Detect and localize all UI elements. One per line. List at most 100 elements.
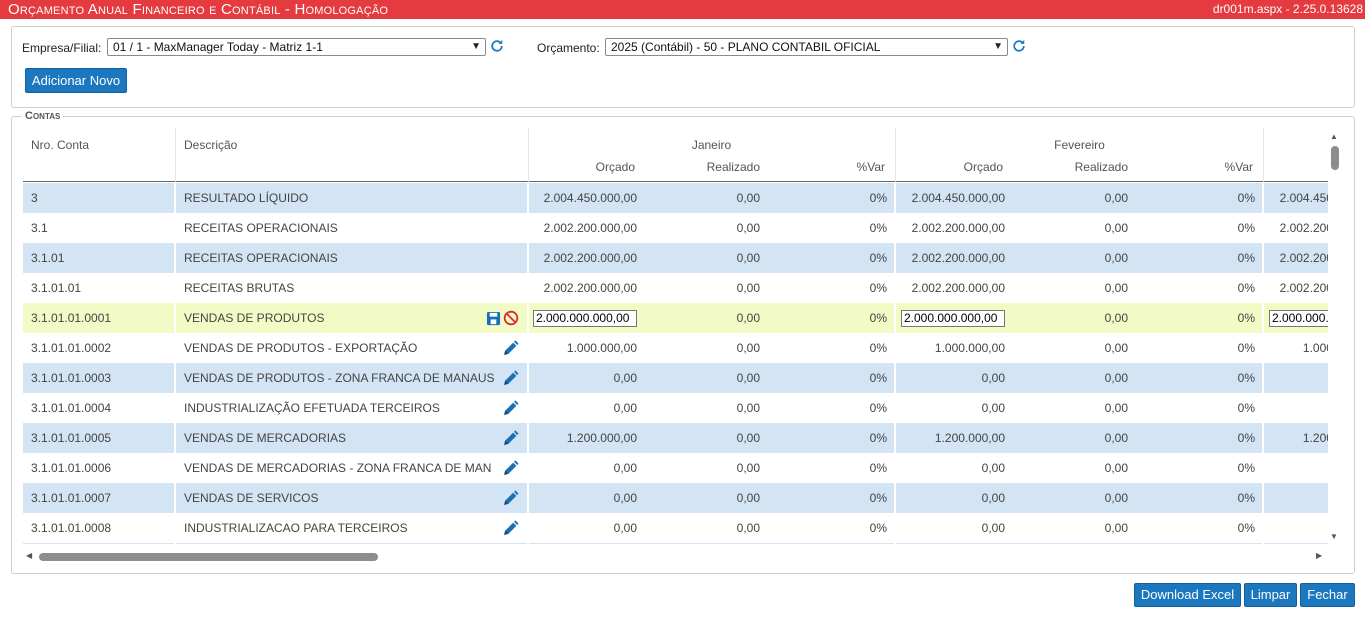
account-description: VENDAS DE SERVICOS [184, 491, 319, 505]
col-divider [174, 543, 176, 544]
pencil-edit-icon[interactable] [502, 490, 519, 507]
table-row[interactable]: 3.1.01.01.0002 VENDAS DE PRODUTOS - EXPOR… [23, 333, 1328, 363]
fevereiro-var-value: 0% [1237, 491, 1255, 505]
empresa-select[interactable]: 01 / 1 - MaxManager Today - Matriz 1-1 ▼ [107, 38, 486, 56]
chevron-down-icon: ▼ [993, 41, 1003, 52]
fevereiro-realizado-value: 0,00 [1104, 521, 1128, 535]
table-row[interactable]: 3.1.01.01 RECEITAS BRUTAS 2.002.200.000,00… [23, 273, 1328, 303]
orcamento-select[interactable]: 2025 (Contábil) - 50 - PLANO CONTABIL OF… [605, 38, 1008, 56]
col-divider [894, 183, 896, 213]
add-new-button[interactable]: Adicionar Novo [25, 68, 127, 93]
marco-orcado-value: 0,00 [1264, 513, 1328, 543]
fevereiro-orcado-input[interactable]: 2.000.000.000,00 [901, 310, 1005, 327]
janeiro-orcado-value: 0,00 [613, 521, 637, 535]
marco-orcado-value: 2.002.200.000,00 [1279, 251, 1328, 265]
fevereiro-orcado-value: 0,00 [981, 401, 1005, 415]
fevereiro-realizado-value: 0,00 [1104, 491, 1128, 505]
scroll-down-icon[interactable]: ▼ [1330, 532, 1338, 541]
download-excel-button[interactable]: Download Excel [1134, 583, 1241, 607]
pencil-edit-icon[interactable] [502, 370, 519, 387]
empresa-label: Empresa/Filial: [22, 41, 102, 55]
janeiro-realizado-value: 0,00 [736, 341, 760, 355]
account-number: 3.1.01.01.0005 [31, 431, 112, 445]
sub-orcado-header: Orçado [595, 160, 635, 174]
table-row[interactable]: 3 RESULTADO LÍQUIDO 2.004.450.000,00 2.004.… [23, 183, 1328, 213]
grid-header: Nro. Conta Descrição Janeiro Fevereiro O… [23, 128, 1328, 182]
col-divider [894, 363, 896, 393]
col-divider [894, 273, 896, 303]
marco-orcado-value: 0,00 [1264, 483, 1328, 513]
fevereiro-realizado-value: 0,00 [1104, 341, 1128, 355]
horizontal-scroll-thumb[interactable] [39, 553, 378, 561]
scroll-left-icon[interactable]: ◀ [26, 551, 33, 560]
horizontal-scrollbar[interactable]: ◀ ▶ [23, 549, 1328, 563]
janeiro-orcado-value: 1.200.000,00 [566, 431, 637, 445]
fevereiro-var-value: 0% [1237, 281, 1255, 295]
vertical-scroll-thumb[interactable] [1331, 146, 1339, 170]
col-divider [528, 128, 529, 182]
table-row[interactable] [23, 543, 1328, 544]
col-divider [174, 513, 176, 543]
janeiro-orcado-value: 0,00 [613, 401, 637, 415]
janeiro-orcado-value: 2.002.200.000,00 [543, 221, 637, 235]
refresh-empresa-icon[interactable] [489, 39, 505, 55]
table-row[interactable]: 3.1.01.01.0005 VENDAS DE MERCADORIAS 1.200… [23, 423, 1328, 453]
month-fevereiro-header: Fevereiro [1054, 138, 1105, 152]
fechar-button[interactable]: Fechar [1300, 583, 1355, 607]
col-nro-header[interactable]: Nro. Conta [31, 138, 90, 152]
limpar-button[interactable]: Limpar [1244, 583, 1297, 607]
janeiro-orcado-value: 2.004.450.000,00 [543, 191, 637, 205]
cancel-icon[interactable] [503, 310, 520, 327]
account-description: RECEITAS OPERACIONAIS [184, 251, 338, 265]
janeiro-realizado-value: 0,00 [736, 281, 760, 295]
scroll-right-icon[interactable]: ▶ [1316, 551, 1323, 560]
col-divider [1262, 483, 1264, 513]
table-row[interactable]: 3.1.01 RECEITAS OPERACIONAIS 2.002.200.000… [23, 243, 1328, 273]
col-divider [527, 393, 529, 423]
accounts-grid: Nro. Conta Descrição Janeiro Fevereiro O… [23, 128, 1328, 544]
col-desc-header[interactable]: Descrição [184, 138, 238, 152]
account-number: 3.1.01.01.0006 [31, 461, 112, 475]
marco-orcado-value: 1.200.000,00 [1302, 431, 1328, 445]
janeiro-realizado-value: 0,00 [736, 401, 760, 415]
col-divider [174, 273, 176, 303]
pencil-edit-icon[interactable] [502, 460, 519, 477]
fevereiro-var-value: 0% [1237, 431, 1255, 445]
col-divider [174, 183, 176, 213]
refresh-orcamento-icon[interactable] [1011, 39, 1027, 55]
col-divider [175, 128, 176, 182]
fevereiro-orcado-value: 0,00 [981, 521, 1005, 535]
fevereiro-orcado-value: 2.002.200.000,00 [911, 251, 1005, 265]
table-row[interactable]: 3.1.01.01.0004 INDUSTRIALIZAÇÃO EFETUADA … [23, 393, 1328, 423]
pencil-edit-icon[interactable] [502, 520, 519, 537]
fevereiro-var-value: 0% [1237, 401, 1255, 415]
marco-orcado-value: 2.002.200.000,00 [1279, 281, 1328, 295]
pencil-edit-icon[interactable] [502, 340, 519, 357]
account-number: 3.1.01.01.0003 [31, 371, 112, 385]
marco-orcado-input[interactable]: 2.000.000.000,00 [1269, 310, 1328, 327]
janeiro-var-value: 0% [869, 431, 887, 445]
table-row[interactable]: 3.1.01.01.0001 VENDAS DE PRODUTOS 2.000.00… [23, 303, 1328, 333]
table-row[interactable]: 3.1.01.01.0006 VENDAS DE MERCADORIAS - ZO… [23, 453, 1328, 483]
marco-orcado-value [1264, 543, 1328, 544]
fevereiro-orcado-value: 0,00 [981, 461, 1005, 475]
save-icon[interactable] [486, 311, 503, 328]
col-divider [1262, 303, 1264, 333]
col-divider [894, 243, 896, 273]
col-divider [894, 543, 896, 544]
janeiro-var-value: 0% [869, 341, 887, 355]
table-row[interactable]: 3.1.01.01.0008 INDUSTRIALIZACAO PARA TERC… [23, 513, 1328, 543]
table-row[interactable]: 3.1.01.01.0003 VENDAS DE PRODUTOS - ZONA … [23, 363, 1328, 393]
janeiro-var-value [760, 543, 887, 544]
table-row[interactable]: 3.1 RECEITAS OPERACIONAIS 2.002.200.000,00… [23, 213, 1328, 243]
pencil-edit-icon[interactable] [502, 430, 519, 447]
table-row[interactable]: 3.1.01.01.0007 VENDAS DE SERVICOS 0,00 0,00… [23, 483, 1328, 513]
scroll-up-icon[interactable]: ▲ [1330, 132, 1338, 141]
col-divider [1262, 243, 1264, 273]
janeiro-orcado-input[interactable]: 2.000.000.000,00 [533, 310, 637, 327]
janeiro-orcado-value: 0,00 [613, 371, 637, 385]
pencil-edit-icon[interactable] [502, 400, 519, 417]
vertical-scrollbar[interactable]: ▲ ▼ [1328, 128, 1342, 544]
account-number: 3.1.01.01 [31, 281, 82, 295]
janeiro-var-value: 0% [869, 491, 887, 505]
